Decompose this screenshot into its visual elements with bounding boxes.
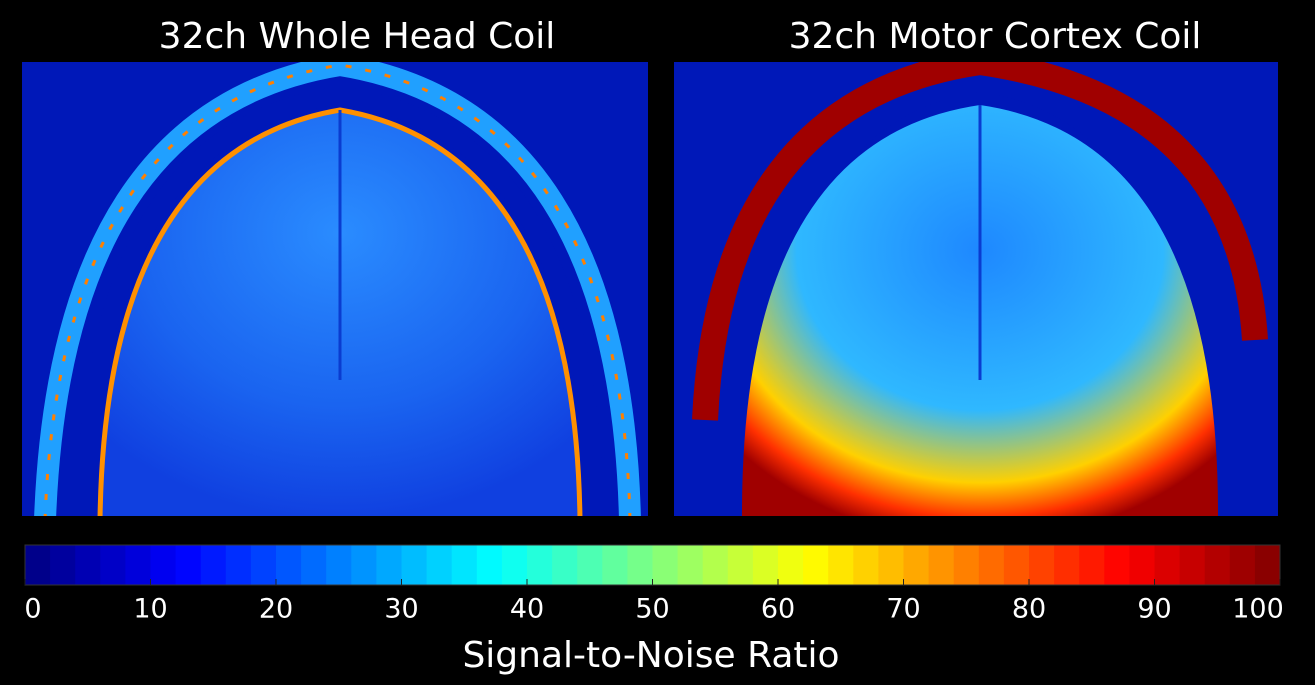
colorbar-step [1254, 545, 1281, 585]
colorbar-step [451, 545, 478, 585]
tick-label: 40 [510, 594, 544, 625]
snr-map [674, 62, 1278, 516]
colorbar-step [1029, 545, 1055, 585]
colorbar-step [928, 545, 955, 585]
colorbar-step [326, 545, 352, 585]
snr-map [22, 62, 648, 516]
colorbar-step [150, 545, 177, 585]
panel-title: 32ch Whole Head Coil [159, 16, 556, 57]
tick-label: 100 [1232, 594, 1284, 625]
colorbar-step [1229, 545, 1256, 585]
colorbar-step [225, 545, 252, 585]
colorbar-step [702, 545, 729, 585]
colorbar-step [175, 545, 202, 585]
colorbar-step [803, 545, 829, 585]
tick-label: 50 [635, 594, 669, 625]
tick-label: 10 [133, 594, 167, 625]
colorbar-step [778, 545, 804, 585]
colorbar-step [1154, 545, 1181, 585]
colorbar-step [25, 545, 51, 585]
colorbar-step [853, 545, 879, 585]
colorbar-step [978, 545, 1005, 585]
colorbar-step [953, 545, 980, 585]
colorbar-step [752, 545, 779, 585]
colorbar-step [426, 545, 453, 585]
colorbar-step [1179, 545, 1206, 585]
tick-label: 80 [1012, 594, 1046, 625]
colorbar-step [878, 545, 904, 585]
tick-label: 60 [761, 594, 795, 625]
colorbar-step [1079, 545, 1105, 585]
colorbar-step [276, 545, 302, 585]
colorbar-step [627, 545, 653, 585]
panel-title: 32ch Motor Cortex Coil [789, 16, 1202, 57]
colorbar-step [200, 545, 227, 585]
colorbar-step [50, 545, 76, 585]
colorbar-step [501, 545, 528, 585]
colorbar-label: Signal-to-Noise Ratio [462, 635, 839, 676]
tick-label: 30 [384, 594, 418, 625]
colorbar-step [351, 545, 377, 585]
tick-label: 20 [259, 594, 293, 625]
colorbar-step [376, 545, 402, 585]
colorbar-step [903, 545, 930, 585]
colorbar-step [250, 545, 277, 585]
colorbar-step [602, 545, 628, 585]
colorbar-step [677, 545, 704, 585]
colorbar-step [1204, 545, 1231, 585]
colorbar-step [301, 545, 327, 585]
colorbar-step [1104, 545, 1130, 585]
colorbar-step [828, 545, 854, 585]
colorbar-step [75, 545, 101, 585]
colorbar-step [1129, 545, 1155, 585]
colorbar-step [1003, 545, 1030, 585]
colorbar-step [652, 545, 679, 585]
colorbar-step [552, 545, 578, 585]
tick-label: 70 [886, 594, 920, 625]
colorbar-step [401, 545, 428, 585]
colorbar-step [125, 545, 151, 585]
colorbar-step [727, 545, 754, 585]
colorbar-step [100, 545, 126, 585]
tick-label: 90 [1137, 594, 1171, 625]
colorbar-step [476, 545, 503, 585]
tick-label: 0 [24, 594, 41, 625]
colorbar: 0 10 20 30 40 50 60 70 80 90 100 [24, 544, 1284, 625]
colorbar-step [1054, 545, 1080, 585]
colorbar-step [577, 545, 603, 585]
colorbar-step [527, 545, 553, 585]
